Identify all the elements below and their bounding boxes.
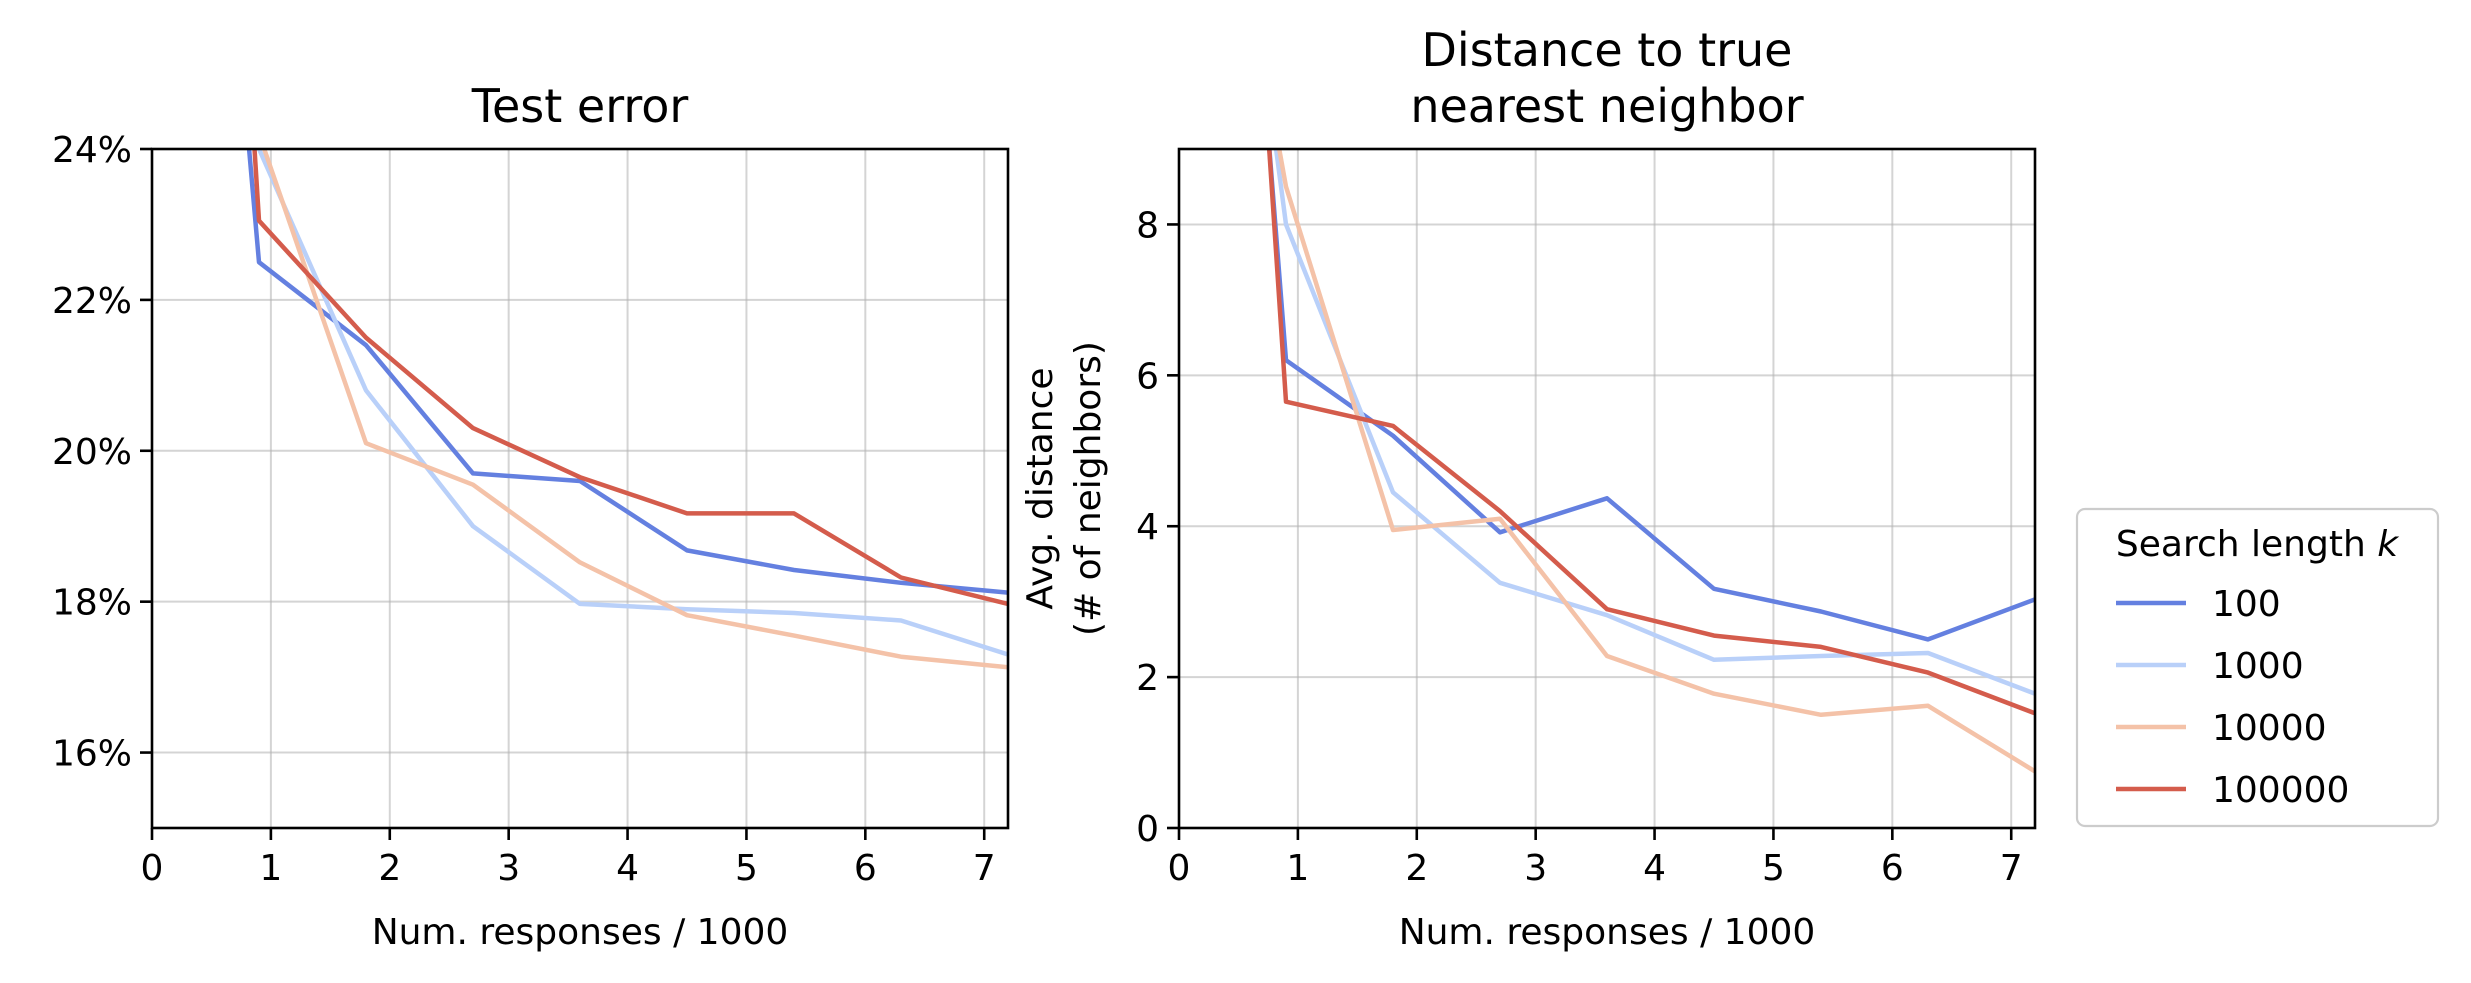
x-tick-label: 7 bbox=[973, 848, 996, 889]
series-line-100000 bbox=[252, 149, 1008, 607]
y-tick-label: 8 bbox=[1136, 205, 1159, 246]
legend: Search length k 100 1000 10000 100000 bbox=[2075, 507, 2440, 828]
y-tick-label: 2 bbox=[1136, 658, 1159, 699]
x-tick-label: 0 bbox=[1168, 848, 1191, 889]
y-tick-label: 16% bbox=[52, 734, 132, 775]
x-tick-label: 2 bbox=[1405, 848, 1428, 889]
x-tick-label: 5 bbox=[1762, 848, 1785, 889]
y-tick-label: 18% bbox=[52, 583, 132, 624]
y-tick-label: 4 bbox=[1136, 507, 1159, 548]
series-group bbox=[246, 149, 1008, 670]
x-tick-label: 1 bbox=[1286, 848, 1309, 889]
x-axis-label: Num. responses / 1000 bbox=[1399, 912, 1816, 953]
x-tick-label: 3 bbox=[1524, 848, 1547, 889]
x-tick-label: 0 bbox=[141, 848, 164, 889]
chart-title-line: Distance to true bbox=[1422, 23, 1793, 77]
x-tick-label: 5 bbox=[735, 848, 758, 889]
series-line-1000 bbox=[256, 149, 1008, 657]
x-tick-label: 1 bbox=[259, 848, 282, 889]
chart-title: Test error bbox=[471, 79, 689, 133]
x-tick-label: 2 bbox=[378, 848, 401, 889]
y-axis-label-line: Avg. distance bbox=[1020, 367, 1061, 609]
legend-title-text: Search length bbox=[2116, 524, 2377, 565]
x-tick-label: 3 bbox=[497, 848, 520, 889]
plot-frame bbox=[1177, 147, 2037, 830]
y-tick-label: 0 bbox=[1136, 809, 1159, 850]
x-tick-label: 7 bbox=[2000, 848, 2023, 889]
series-line-100 bbox=[1267, 149, 2035, 642]
legend-title: Search length k bbox=[2116, 524, 2400, 565]
y-tick-label: 20% bbox=[52, 432, 132, 473]
y-tick-label: 24% bbox=[52, 130, 132, 171]
series-group bbox=[1266, 149, 2035, 774]
x-axis-label: Num. responses / 1000 bbox=[372, 912, 789, 953]
series-line-10000 bbox=[261, 149, 1008, 670]
legend-label: 100000 bbox=[2212, 770, 2349, 811]
chart-title-line: nearest neighbor bbox=[1410, 79, 1803, 133]
legend-label: 1000 bbox=[2212, 646, 2304, 687]
y-tick-label: 6 bbox=[1136, 356, 1159, 397]
x-tick-label: 6 bbox=[854, 848, 877, 889]
y-tick-label: 22% bbox=[52, 281, 132, 322]
legend-box bbox=[2075, 507, 2440, 828]
plot-frame bbox=[150, 147, 1010, 830]
series-line-100 bbox=[246, 149, 1008, 595]
legend-label: 100 bbox=[2212, 584, 2281, 625]
y-axis-label-line: (# of neighbors) bbox=[1068, 341, 1109, 636]
gridlines bbox=[151, 148, 1008, 828]
series-line-100000 bbox=[1266, 149, 2035, 716]
x-tick-label: 4 bbox=[1643, 848, 1666, 889]
series-line-1000 bbox=[1273, 149, 2035, 696]
legend-title-var: k bbox=[2377, 524, 2400, 565]
chart-panel-1: 0 1 2 3 4 5 6 7 16% 18% 20% 22% 24% Test error Num. re… bbox=[52, 79, 1010, 953]
x-tick-label: 6 bbox=[1881, 848, 1904, 889]
x-tick-label: 4 bbox=[616, 848, 639, 889]
series-line-10000 bbox=[1276, 149, 2035, 774]
legend-label: 10000 bbox=[2212, 708, 2327, 749]
